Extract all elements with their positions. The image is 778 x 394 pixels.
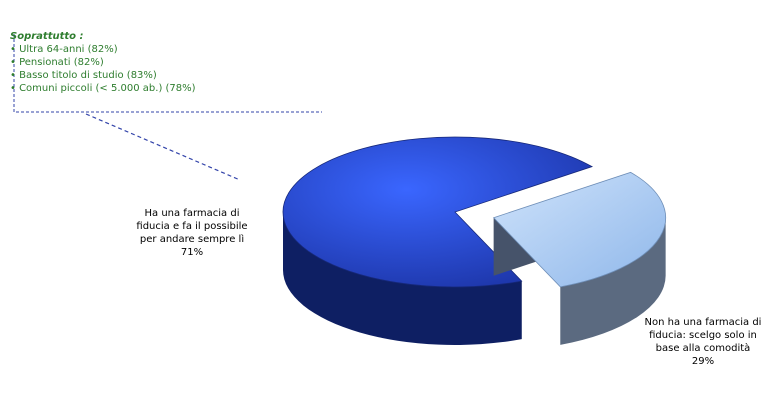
callout-leader-line xyxy=(85,113,241,181)
slice-label-no-trusted-pharmacy: Non ha una farmacia di fiducia: scelgo s… xyxy=(638,316,768,368)
callout-item: Pensionati (82%) xyxy=(10,56,310,69)
slice-wall-trusted xyxy=(283,212,522,345)
slice-label-text: Non ha una farmacia di fiducia: scelgo s… xyxy=(644,317,762,354)
callout-item: Basso titolo di studio (83%) xyxy=(10,69,310,82)
slice-label-text: Ha una farmacia di fiducia e fa il possi… xyxy=(136,208,248,245)
callout-note: Soprattutto : Ultra 64-anni (82%) Pensio… xyxy=(10,30,310,95)
pie-slices xyxy=(282,136,666,345)
slice-value-label: 71% xyxy=(180,247,204,258)
slice-label-trusted-pharmacy: Ha una farmacia di fiducia e fa il possi… xyxy=(132,207,252,259)
callout-item: Ultra 64-anni (82%) xyxy=(10,43,310,56)
callout-title: Soprattutto : xyxy=(10,31,84,42)
callout-item: Comuni piccoli (< 5.000 ab.) (78%) xyxy=(10,82,310,95)
slice-top-trusted xyxy=(282,136,593,288)
callout-list: Ultra 64-anni (82%) Pensionati (82%) Bas… xyxy=(10,43,310,95)
slice-wall-other xyxy=(560,217,666,345)
slice-value-label: 29% xyxy=(691,356,715,367)
slice-top-other xyxy=(492,171,666,288)
